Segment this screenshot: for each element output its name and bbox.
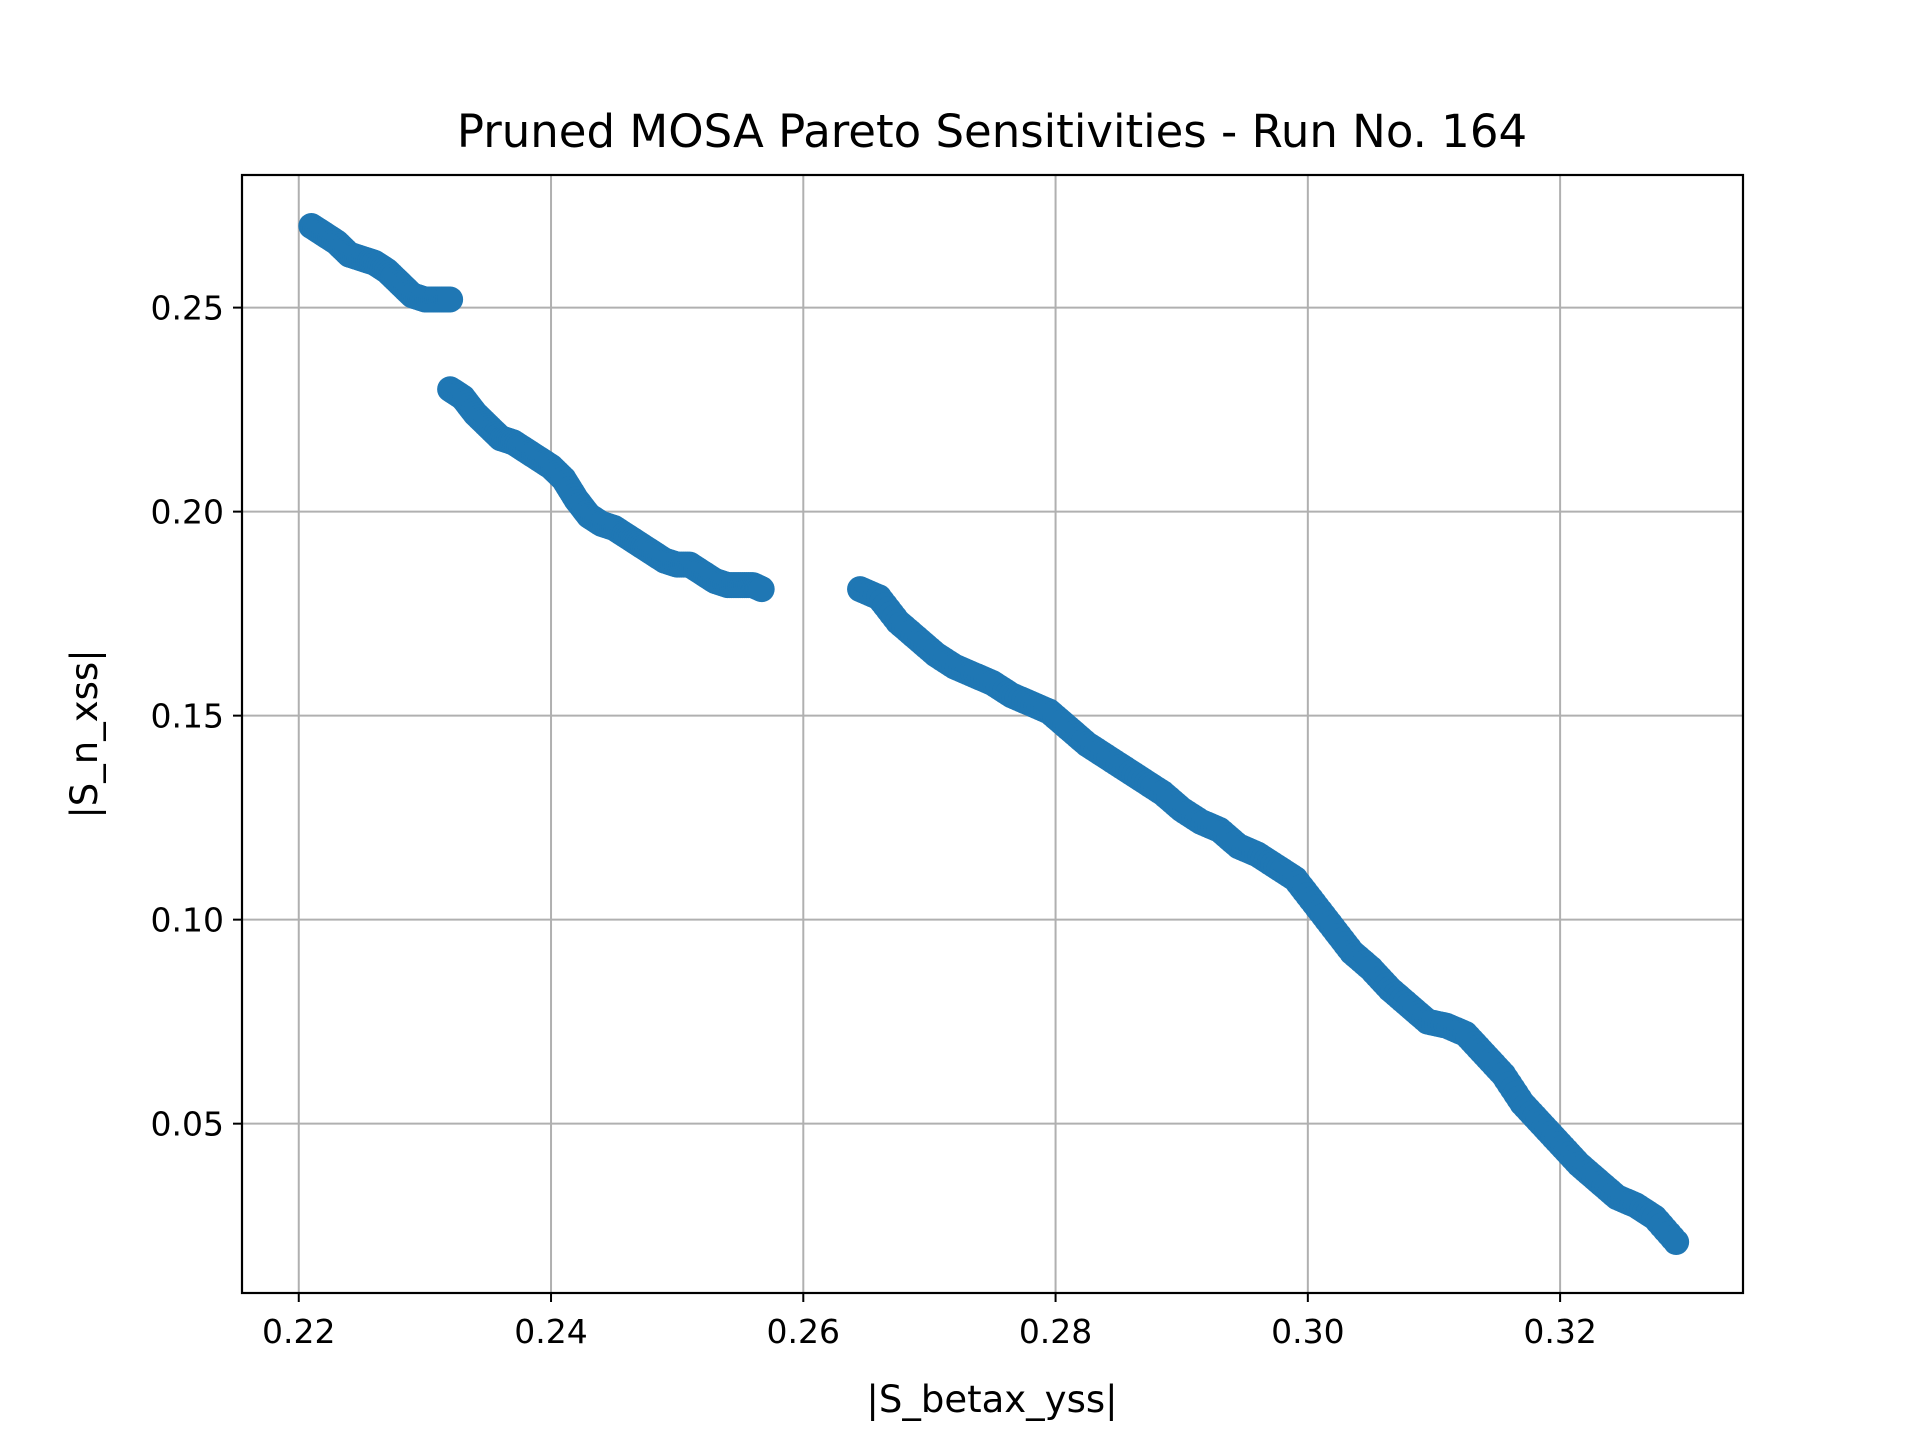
scatter-point: [1663, 1228, 1690, 1255]
x-tick-label: 0.26: [767, 1312, 840, 1351]
x-tick-label: 0.28: [1019, 1312, 1092, 1351]
x-tick-label: 0.32: [1523, 1312, 1596, 1351]
y-axis-label: |S_n_xss|: [63, 649, 106, 818]
scatter-points: [298, 213, 1690, 1255]
x-axis-ticks: 0.22 0.24 0.26 0.28 0.30 0.32: [262, 1293, 1597, 1351]
y-tick-label: 0.25: [151, 289, 224, 328]
plot-frame: [240, 173, 1745, 1295]
chart-title: Pruned MOSA Pareto Sensitivities - Run N…: [457, 105, 1527, 158]
y-tick-label: 0.15: [151, 697, 224, 736]
x-axis-label: |S_betax_yss|: [866, 1378, 1117, 1421]
x-tick-label: 0.30: [1271, 1312, 1344, 1351]
x-tick-label: 0.24: [514, 1312, 587, 1351]
y-tick-label: 0.05: [151, 1105, 224, 1144]
grid-lines: [242, 175, 1743, 1293]
scatter-point: [748, 576, 775, 603]
y-tick-label: 0.10: [151, 901, 224, 940]
x-tick-label: 0.22: [262, 1312, 335, 1351]
y-tick-label: 0.20: [151, 493, 224, 532]
scatter-point: [437, 286, 464, 313]
y-axis-ticks: 0.05 0.10 0.15 0.20 0.25: [151, 289, 242, 1144]
